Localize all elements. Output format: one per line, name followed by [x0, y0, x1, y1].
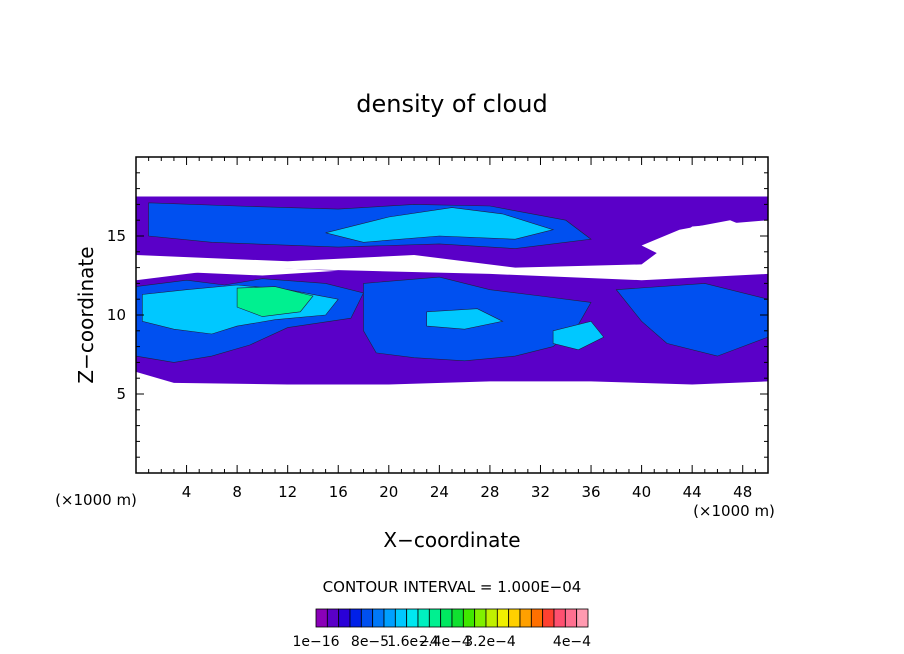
gap-mid-left-gap — [136, 262, 339, 276]
chart-title: density of cloud — [356, 90, 547, 118]
cloud-regions — [135, 196, 769, 385]
colorbar-swatch — [530, 608, 544, 628]
region-right-cyan-cells — [552, 320, 605, 351]
region-upper-cyan-streak — [325, 207, 555, 243]
gap-upper-right-gap — [641, 220, 768, 268]
region-left-green-core — [236, 286, 314, 317]
colorbar-label: 8e−5 — [351, 634, 389, 650]
y-tick-label: 15 — [107, 227, 126, 245]
x-tick-label: 20 — [379, 483, 398, 501]
x-tick-label: 32 — [531, 483, 550, 501]
colorbar-swatch — [440, 608, 453, 628]
x-tick-label: 8 — [232, 483, 242, 501]
colorbar-swatch — [372, 608, 385, 628]
colorbar-swatch — [576, 608, 589, 628]
x-tick-label: 16 — [329, 483, 348, 501]
colorbar: 1e−16 8e−51.6e−42.4e−43.2e−4 4e−4 — [292, 608, 591, 650]
y-tick-label: 10 — [107, 306, 126, 324]
x-tick-label: 12 — [278, 483, 297, 501]
colorbar-swatch — [485, 608, 498, 628]
region-right-blue-cells — [615, 283, 769, 357]
colorbar-swatch — [553, 608, 566, 628]
colorbar-swatch — [349, 608, 362, 628]
colorbar-swatch — [315, 608, 328, 628]
x-tick-label: 48 — [733, 483, 752, 501]
colorbar-swatch — [451, 608, 464, 628]
colorbar-swatch — [428, 608, 442, 628]
y-tick-label: 5 — [116, 385, 126, 403]
x-unit-left: (×1000 m) — [55, 491, 137, 509]
x-tick-label: 24 — [430, 483, 449, 501]
colorbar-swatch — [462, 608, 476, 628]
colorbar-swatch — [508, 608, 521, 628]
colorbar-label: 2.4e−4 — [419, 634, 471, 650]
x-tick-label: 44 — [683, 483, 702, 501]
region-mid-cyan-cells — [426, 308, 504, 330]
colorbar-label: 1.6e−4 — [387, 634, 439, 650]
colorbar-swatch — [360, 608, 374, 628]
x-tick-label: 28 — [480, 483, 499, 501]
colorbar-label: 1e−16 — [292, 634, 339, 650]
colorbar-swatch — [519, 608, 532, 628]
x-tick-label: 40 — [632, 483, 651, 501]
colorbar-label: 4e−4 — [553, 634, 591, 650]
colorbar-swatch — [564, 608, 578, 628]
colorbar-swatch — [394, 608, 408, 628]
x-tick-label: 36 — [581, 483, 600, 501]
x-unit-right: (×1000 m) — [693, 502, 775, 520]
colorbar-swatch — [338, 608, 351, 628]
colorbar-swatch — [496, 608, 510, 628]
colorbar-swatch — [326, 608, 340, 628]
x-axis-label: X−coordinate — [383, 528, 520, 552]
clear-gaps — [136, 220, 768, 276]
colorbar-swatch — [406, 608, 419, 628]
colorbar-label: 3.2e−4 — [464, 634, 516, 650]
colorbar-swatch — [542, 608, 555, 628]
x-tick-label: 4 — [182, 483, 192, 501]
colorbar-swatch — [383, 608, 396, 628]
y-axis-label: Z−coordinate — [74, 246, 98, 383]
colorbar-swatch — [417, 608, 430, 628]
contour-interval-label: CONTOUR INTERVAL = 1.000E−04 — [323, 578, 582, 596]
colorbar-swatch — [474, 608, 487, 628]
